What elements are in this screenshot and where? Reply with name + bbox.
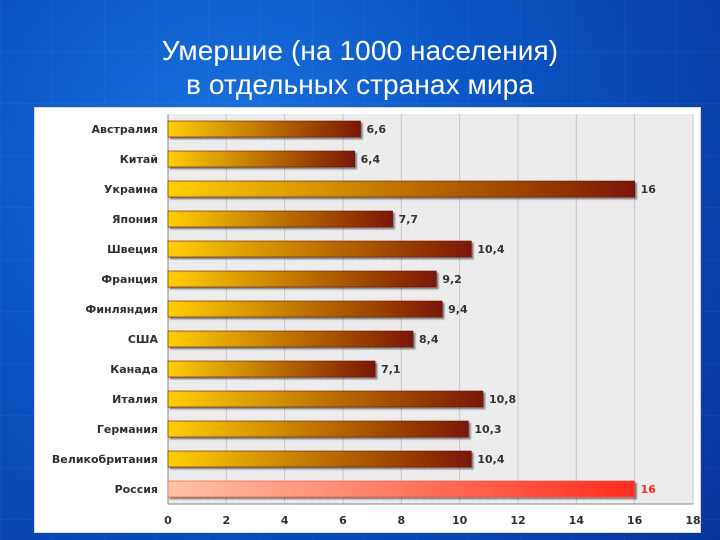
category-label: Китай [120, 153, 158, 166]
bar [167, 360, 376, 378]
bar [167, 450, 472, 468]
bar [167, 390, 484, 408]
category-label: Австралия [92, 123, 159, 136]
category-label: Украина [104, 183, 158, 196]
data-label: 6,4 [361, 153, 381, 166]
bar [167, 420, 469, 438]
title-line-2: в отдельных странах мира [186, 69, 534, 100]
bar-chart: Австралия 6,6 Китай 6,4 Украина 16 Япония 7,7 Шв… [52, 114, 700, 527]
data-label: 7,1 [381, 363, 401, 376]
bar [167, 330, 414, 348]
data-label: 9,4 [448, 303, 468, 316]
bar [167, 180, 635, 198]
category-label: США [128, 333, 159, 346]
data-label: 16 [641, 483, 657, 496]
category-label: Япония [112, 213, 158, 226]
category-label: Швеция [107, 243, 158, 256]
data-label: 9,2 [442, 273, 462, 286]
data-label: 10,3 [474, 423, 501, 436]
x-tick-label: 10 [452, 514, 468, 527]
chart-panel: Австралия 6,6 Китай 6,4 Украина 16 Япония 7,7 Шв… [35, 108, 700, 532]
category-label: Великобритания [52, 453, 158, 466]
bar [167, 120, 361, 138]
page-title: Умершие (на 1000 населения) в отдельных … [0, 34, 720, 102]
category-label: Франция [101, 273, 158, 286]
bar [167, 300, 443, 318]
x-tick-label: 4 [281, 514, 289, 527]
x-tick-label: 6 [339, 514, 347, 527]
data-label: 7,7 [399, 213, 419, 226]
category-label: Германия [97, 423, 158, 436]
category-label: Россия [115, 483, 158, 496]
data-label: 6,6 [367, 123, 387, 136]
category-label: Италия [112, 393, 158, 406]
data-label: 10,8 [489, 393, 516, 406]
x-tick-label: 16 [627, 514, 643, 527]
x-tick-label: 14 [569, 514, 585, 527]
data-label: 10,4 [477, 243, 504, 256]
bar [167, 150, 355, 168]
data-label: 10,4 [477, 453, 504, 466]
data-label: 16 [641, 183, 657, 196]
x-tick-label: 8 [398, 514, 406, 527]
data-label: 8,4 [419, 333, 439, 346]
x-tick-label: 2 [223, 514, 231, 527]
bar [167, 210, 393, 228]
category-label: Канада [110, 363, 158, 376]
bar [167, 270, 437, 288]
x-tick-label: 12 [510, 514, 525, 527]
x-tick-label: 18 [685, 514, 700, 527]
highlight-bar [167, 480, 635, 498]
x-tick-label: 0 [164, 514, 172, 527]
bar [167, 240, 472, 258]
title-line-1: Умершие (на 1000 населения) [161, 35, 559, 66]
category-label: Финляндия [85, 303, 158, 316]
